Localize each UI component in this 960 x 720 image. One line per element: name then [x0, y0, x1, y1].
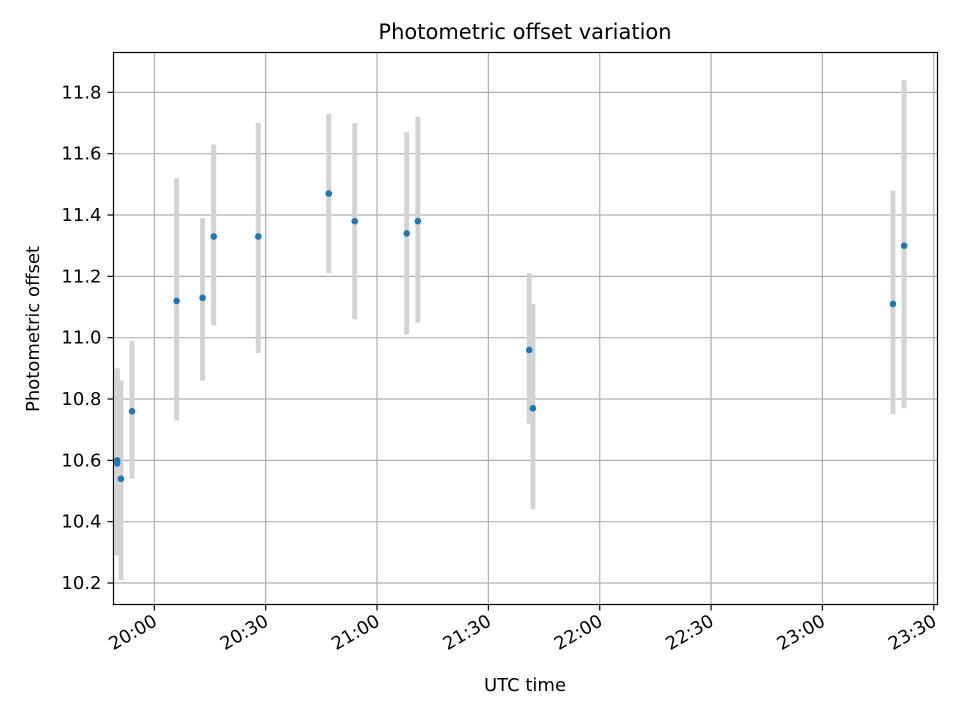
data-point — [117, 475, 125, 483]
grid-lines — [113, 52, 938, 605]
y-axis-title: Photometric offset — [23, 246, 44, 412]
y-tick-label: 11.8 — [61, 82, 101, 103]
data-point — [128, 408, 136, 415]
data-point — [199, 294, 206, 302]
data-point — [889, 300, 897, 308]
chart-title: Photometric offset variation — [378, 20, 671, 44]
x-axis-title: UTC time — [484, 675, 566, 696]
data-point — [414, 217, 422, 225]
y-tick-label: 10.2 — [61, 573, 101, 594]
data-points — [113, 190, 908, 483]
data-point — [525, 346, 533, 354]
data-point — [403, 230, 411, 237]
data-point — [113, 457, 121, 464]
y-tick-label: 11.0 — [61, 328, 101, 349]
y-axis-ticks: 10.2 10.4 10.6 10.8 11.0 11.2 11.4 11.6 11.8 — [61, 82, 114, 594]
data-point — [529, 404, 537, 412]
y-tick-label: 11.4 — [61, 205, 101, 226]
y-tick-label: 11.6 — [61, 144, 101, 165]
data-point — [900, 242, 908, 249]
y-tick-label: 10.6 — [61, 450, 101, 471]
data-point — [325, 190, 333, 197]
data-point — [351, 217, 359, 225]
data-point — [173, 297, 180, 305]
y-tick-label: 10.8 — [61, 389, 101, 410]
y-tick-label: 10.4 — [61, 512, 101, 533]
data-point — [254, 233, 262, 240]
data-point — [210, 233, 218, 240]
y-tick-label: 11.2 — [61, 266, 101, 287]
plot-frame — [112, 51, 939, 606]
